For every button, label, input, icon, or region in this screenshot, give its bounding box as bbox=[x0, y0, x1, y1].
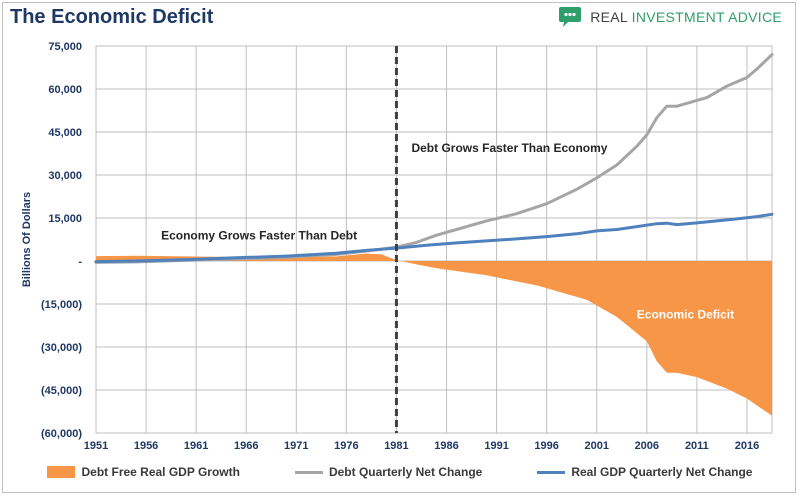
x-tick-label: 1986 bbox=[434, 440, 458, 452]
x-tick-label: 1991 bbox=[484, 440, 508, 452]
x-tick-label: 1966 bbox=[234, 440, 258, 452]
legend-swatch-debt-change bbox=[294, 470, 323, 474]
brand-name-part2: INVESTMENT ADVICE bbox=[631, 9, 782, 25]
legend-item-gdp-change: Real GDP Quarterly Net Change bbox=[537, 465, 752, 479]
legend-swatch-gdp-change bbox=[537, 470, 566, 474]
legend-label-debt-change: Debt Quarterly Net Change bbox=[328, 465, 483, 479]
tick-labels: 75,000 60,000 45,000 30,000 15,000 - (15,000) (… bbox=[41, 41, 759, 452]
x-tick-label: 2001 bbox=[584, 440, 608, 452]
y-tick-label: (60,000) bbox=[41, 428, 82, 440]
annotation-debt-grows: Debt Grows Faster Than Economy bbox=[411, 141, 607, 155]
legend-label-gdp-change: Real GDP Quarterly Net Change bbox=[571, 465, 753, 479]
x-tick-label: 2011 bbox=[685, 440, 709, 452]
x-tick-label: 1976 bbox=[334, 440, 358, 452]
y-tick-label: 75,000 bbox=[48, 41, 82, 53]
x-tick-label: 1956 bbox=[134, 440, 158, 452]
area-debt-free-gdp-growth bbox=[96, 253, 772, 416]
x-tick-label: 1961 bbox=[184, 440, 208, 452]
line-gdp-net-change bbox=[94, 212, 774, 264]
chart-title: The Economic Deficit bbox=[10, 6, 214, 28]
legend-label-gdp-growth: Debt Free Real GDP Growth bbox=[81, 465, 240, 479]
y-axis-label: Billions Of Dollars bbox=[21, 192, 33, 287]
x-tick-label: 2016 bbox=[735, 440, 759, 452]
brand-name-part1: REAL bbox=[590, 9, 632, 25]
y-tick-label: - bbox=[78, 256, 82, 268]
y-tick-label: (15,000) bbox=[41, 299, 82, 311]
chart-legend: Debt Free Real GDP Growth Debt Quarterly… bbox=[20, 463, 780, 481]
annotation-economic-deficit: Economic Deficit bbox=[637, 307, 734, 321]
y-tick-label: 15,000 bbox=[48, 213, 82, 225]
brand-name: REAL INVESTMENT ADVICE bbox=[590, 9, 782, 25]
y-tick-label: 30,000 bbox=[48, 170, 82, 182]
area-layer bbox=[96, 253, 772, 416]
x-tick-label: 1951 bbox=[84, 440, 108, 452]
legend-swatch-gdp-growth bbox=[47, 466, 76, 478]
annotation-economy-grows: Economy Grows Faster Than Debt bbox=[161, 229, 357, 243]
x-tick-label: 1981 bbox=[384, 440, 408, 452]
x-tick-label: 1971 bbox=[284, 440, 308, 452]
y-tick-label: (30,000) bbox=[41, 342, 82, 354]
line-layer bbox=[94, 53, 774, 264]
legend-item-debt-change: Debt Quarterly Net Change bbox=[294, 465, 483, 479]
y-tick-label: 45,000 bbox=[48, 127, 82, 139]
x-tick-label: 1996 bbox=[534, 440, 558, 452]
x-tick-label: 2006 bbox=[635, 440, 659, 452]
y-tick-label: (45,000) bbox=[41, 385, 82, 397]
legend-item-gdp-growth: Debt Free Real GDP Growth bbox=[47, 465, 240, 479]
chat-bubble-icon bbox=[559, 7, 582, 27]
y-tick-label: 60,000 bbox=[48, 84, 82, 96]
brand-logo: REAL INVESTMENT ADVICE bbox=[558, 6, 782, 28]
annotations: Debt Grows Faster Than Economy Economy Gr… bbox=[161, 141, 734, 321]
